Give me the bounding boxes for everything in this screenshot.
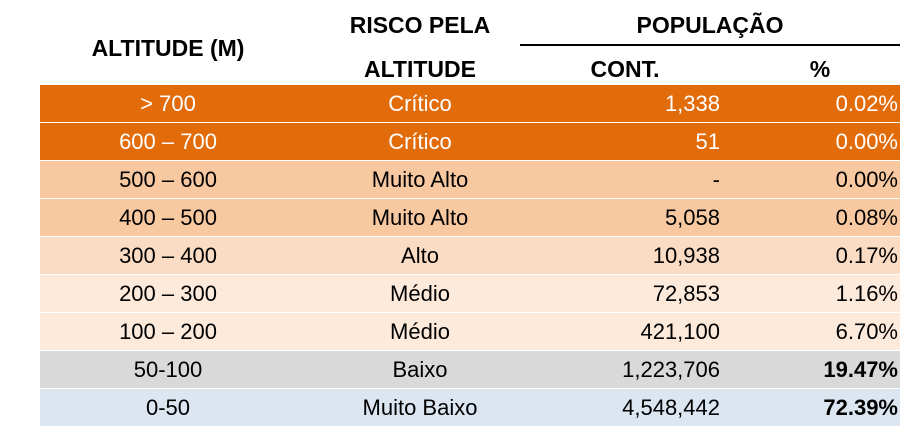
risk-column-header-line1: RISCO PELA <box>349 12 491 38</box>
table-row: 100 – 200 Médio 421,100 6.70% <box>40 312 900 350</box>
count-column-header: CONT. <box>590 56 660 82</box>
population-group-header: POPULAÇÃO <box>636 12 784 38</box>
count-cell: 5,058 <box>664 205 720 230</box>
percent-cell: 0.02% <box>835 91 898 116</box>
risk-cell: Médio <box>390 281 450 306</box>
altitude-cell: 0-50 <box>145 395 191 420</box>
percent-column-header: % <box>809 56 831 82</box>
risk-cell: Crítico <box>388 91 452 116</box>
population-header-underline <box>520 44 900 46</box>
count-cell: 72,853 <box>652 281 720 306</box>
table-row: 200 – 300 Médio 72,853 1.16% <box>40 274 900 312</box>
risk-cell: Crítico <box>388 129 452 154</box>
percent-cell: 6.70% <box>835 319 898 344</box>
risk-cell: Muito Baixo <box>362 395 478 420</box>
altitude-cell: 600 – 700 <box>119 129 217 154</box>
percent-cell: 0.08% <box>835 205 898 230</box>
risk-cell: Muito Alto <box>371 205 469 230</box>
table-row: 0-50 Muito Baixo 4,548,442 72.39% <box>40 388 900 426</box>
table-row: 600 – 700 Crítico 51 0.00% <box>40 122 900 160</box>
altitude-column-header: ALTITUDE (M) <box>91 35 245 61</box>
count-cell: 421,100 <box>640 319 720 344</box>
altitude-cell: 400 – 500 <box>119 205 217 230</box>
altitude-cell: 100 – 200 <box>119 319 217 344</box>
percent-cell: 72.39% <box>823 395 898 420</box>
count-cell: 1,338 <box>664 91 720 116</box>
percent-cell: 0.00% <box>835 167 898 192</box>
count-cell: 4,548,442 <box>622 395 720 420</box>
altitude-cell: 500 – 600 <box>119 167 217 192</box>
table-row: 500 – 600 Muito Alto - 0.00% <box>40 160 900 198</box>
data-table-body: > 700 Crítico 1,338 0.02% 600 – 700 Crít… <box>40 84 900 426</box>
table-row: 400 – 500 Muito Alto 5,058 0.08% <box>40 198 900 236</box>
risk-cell: Médio <box>390 319 450 344</box>
count-cell: - <box>712 167 720 192</box>
percent-cell: 1.16% <box>835 281 898 306</box>
count-cell: 1,223,706 <box>622 357 720 382</box>
table-row: > 700 Crítico 1,338 0.02% <box>40 84 900 122</box>
altitude-cell: > 700 <box>140 91 196 116</box>
altitude-cell: 50-100 <box>133 357 203 382</box>
count-cell: 51 <box>695 129 720 154</box>
count-cell: 10,938 <box>652 243 720 268</box>
risk-column-header-line2: ALTITUDE <box>363 56 476 82</box>
table-row: 50-100 Baixo 1,223,706 19.47% <box>40 350 900 388</box>
percent-cell: 19.47% <box>823 357 898 382</box>
table-row: 300 – 400 Alto 10,938 0.17% <box>40 236 900 274</box>
percent-cell: 0.00% <box>835 129 898 154</box>
risk-cell: Muito Alto <box>371 167 469 192</box>
altitude-cell: 200 – 300 <box>119 281 217 306</box>
percent-cell: 0.17% <box>835 243 898 268</box>
risk-cell: Alto <box>401 243 439 268</box>
risk-cell: Baixo <box>392 357 448 382</box>
altitude-cell: 300 – 400 <box>119 243 217 268</box>
